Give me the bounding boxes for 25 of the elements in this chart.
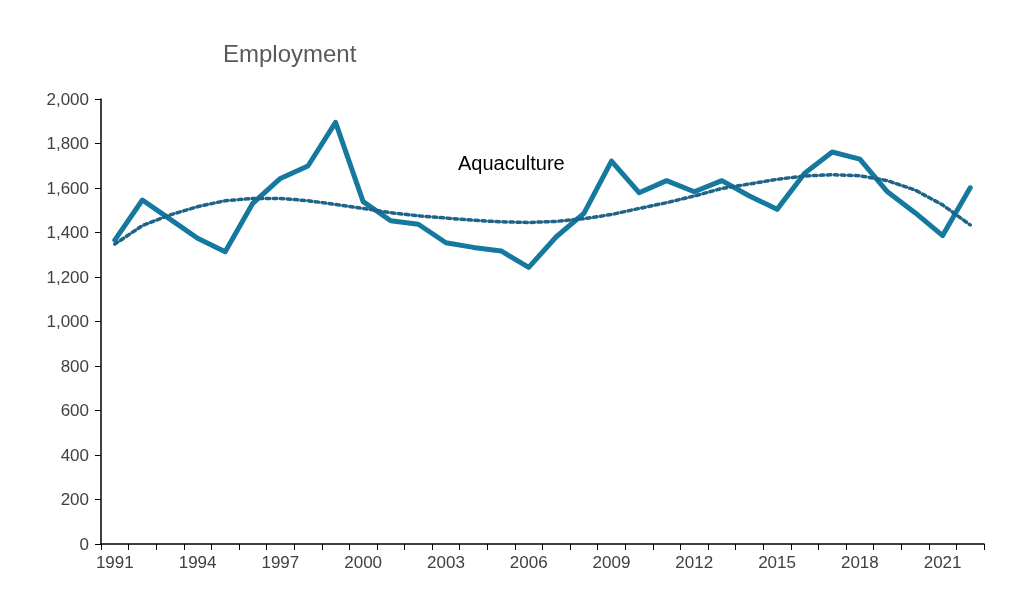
y-tick-label: 800 — [60, 356, 89, 376]
y-tick-label: 1,400 — [46, 223, 89, 242]
series-label: Aquaculture — [458, 152, 565, 174]
x-tick-label: 2003 — [427, 553, 465, 572]
x-tick-label: 2006 — [509, 553, 548, 572]
y-tick-label: 0 — [79, 534, 89, 554]
line-series — [113, 172, 972, 246]
y-tick-label: 1,600 — [46, 178, 89, 198]
y-tick-label: 200 — [60, 490, 89, 509]
chart-title: Employment — [223, 39, 357, 67]
x-tick-label: 2015 — [758, 553, 796, 572]
x-tick-label: 2009 — [592, 553, 631, 572]
y-tick-label: 2,000 — [46, 89, 89, 109]
y-tick-label: 1,200 — [46, 267, 89, 287]
y-tick-label: 400 — [60, 445, 89, 465]
y-tick-label: 1,800 — [46, 134, 89, 153]
x-tick-label: 1997 — [261, 553, 300, 572]
y-tick-label: 1,000 — [46, 312, 89, 331]
x-tick-label: 2021 — [923, 553, 962, 572]
x-tick-label: 2018 — [840, 553, 879, 572]
y-tick-label: 600 — [60, 401, 89, 420]
x-tick-label: 1991 — [95, 553, 134, 572]
x-tick-label: 2000 — [344, 553, 383, 572]
x-tick-label: 2012 — [675, 553, 714, 572]
x-tick-label: 1994 — [178, 553, 217, 572]
